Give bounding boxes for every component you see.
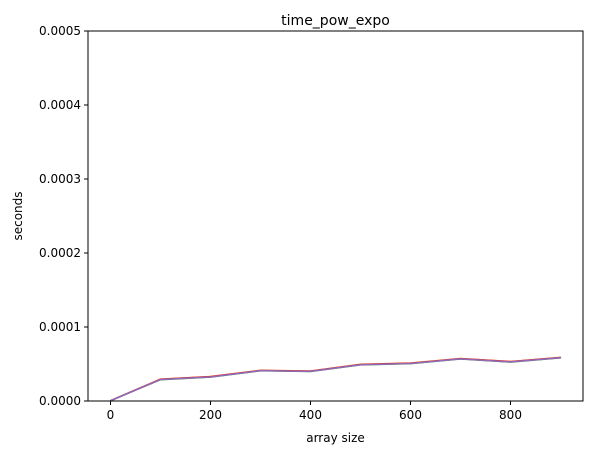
series-5-point (559, 357, 562, 359)
series-5-point (209, 376, 212, 378)
series-5-point (409, 362, 412, 365)
series-5-point (159, 378, 162, 381)
series-5-point (509, 361, 512, 363)
y-tick-label: 0.0002 (39, 246, 81, 260)
series-line-5 (110, 356, 561, 402)
x-tick-label: 600 (399, 408, 422, 422)
series-layer (109, 356, 562, 402)
chart-title: time_pow_expo (281, 13, 390, 29)
series-5-point (309, 370, 312, 372)
y-tick-label: 0.0001 (39, 320, 81, 334)
x-tick-label: 200 (199, 408, 222, 422)
y-axis-label: seconds (11, 191, 25, 240)
y-axis: 0.0000 0.0001 0.0002 0.0003 0.0004 0.0005 (39, 24, 88, 408)
y-tick-label: 0.0004 (39, 98, 81, 112)
series-5-point (359, 364, 362, 366)
y-tick-label: 0.0003 (39, 172, 81, 186)
x-tick-label: 400 (299, 408, 322, 422)
series-5-point (259, 370, 262, 372)
x-axis: 0 200 400 600 800 (107, 401, 522, 422)
x-tick-label: 800 (499, 408, 522, 422)
x-tick-label: 0 (107, 408, 115, 422)
x-axis-label: array size (306, 431, 365, 445)
y-tick-label: 0.0005 (39, 24, 81, 38)
plot-area-frame (87, 30, 584, 402)
y-tick-label: 0.0000 (39, 394, 81, 408)
series-5-point (459, 358, 462, 360)
